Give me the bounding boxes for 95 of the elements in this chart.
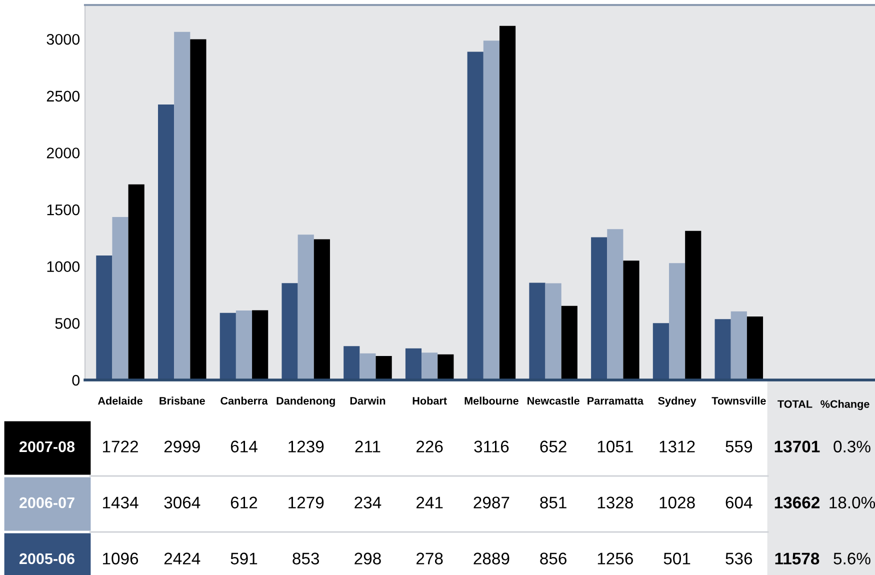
x-tick-label: Dandenong (276, 396, 335, 407)
bar (282, 283, 298, 380)
bar (438, 354, 454, 380)
y-tick-label: 500 (55, 318, 80, 329)
bar (714, 319, 731, 380)
text: %Change (820, 400, 870, 410)
bar (652, 323, 669, 380)
data-label: 1096 (102, 552, 138, 564)
data-label: 1028 (660, 496, 695, 508)
bar (529, 282, 546, 380)
bar (746, 316, 764, 380)
bar (405, 348, 422, 380)
text: TOTAL (778, 400, 812, 408)
bar (730, 311, 747, 380)
bar (467, 52, 484, 380)
y-tick-label: 0 (72, 374, 80, 386)
data-label: 559 (726, 440, 752, 452)
x-tick-label: Brisbane (160, 396, 205, 405)
data-label: 2424 (164, 552, 200, 564)
data-label: 1312 (660, 440, 695, 452)
bar (668, 263, 686, 380)
data-label: 298 (354, 552, 381, 564)
data-label: 2987 (474, 496, 510, 508)
bar (422, 352, 438, 380)
data-label: 1256 (598, 552, 633, 564)
bar (220, 312, 236, 380)
data-label: 211 (355, 440, 380, 452)
bar (561, 306, 578, 380)
bar (96, 255, 112, 380)
y-tick-label: 1000 (47, 261, 80, 272)
bar (252, 310, 268, 380)
data-label: 1239 (288, 440, 324, 452)
data-label: 3116 (474, 440, 509, 452)
y-tick-label: 3000 (46, 34, 80, 45)
data-label: 2999 (164, 440, 200, 452)
data-label: 612 (230, 496, 258, 508)
data-label: 234 (354, 496, 382, 508)
data-label: 652 (540, 440, 566, 452)
bar (112, 217, 128, 380)
data-label: 853 (292, 552, 320, 564)
bar (483, 40, 500, 380)
data-label: 501 (664, 552, 690, 564)
x-tick-label: Sydney (658, 396, 696, 407)
data-label: 1279 (288, 496, 324, 508)
y-tick-label: 2500 (46, 90, 80, 102)
data-label: 1328 (598, 496, 633, 508)
x-tick-label: Adelaide (98, 396, 142, 405)
x-tick-label: Townsville (712, 396, 766, 405)
text: 0.3% (834, 440, 870, 452)
bar (174, 32, 190, 380)
x-tick-label: Parramatta (588, 397, 644, 405)
data-label: 1722 (102, 440, 138, 452)
text: 5.6% (834, 552, 870, 564)
data-label: 226 (416, 440, 443, 452)
data-label: 614 (230, 440, 258, 452)
bar (499, 26, 516, 380)
bar (545, 283, 562, 380)
data-label: 856 (540, 552, 566, 564)
data-label: 536 (726, 552, 752, 564)
bar (190, 39, 206, 380)
bar (685, 230, 702, 380)
x-tick-label: Darwin (350, 396, 386, 405)
data-label: 278 (416, 552, 443, 564)
text: 2007-08 (20, 441, 75, 452)
bar (298, 234, 314, 380)
bar (607, 229, 624, 380)
text: 2006-07 (20, 497, 74, 508)
x-tick-label: Melbourne (464, 396, 518, 405)
bar (344, 346, 360, 380)
text: 18.0% (830, 496, 875, 508)
bar (376, 356, 392, 380)
y-tick-label: 1500 (47, 204, 80, 216)
bar (158, 104, 174, 380)
text: 13701 (774, 440, 820, 452)
data-label: 241 (416, 496, 443, 508)
bar (314, 239, 330, 380)
data-label: 2889 (474, 552, 510, 564)
x-tick-label: Canberra (220, 396, 268, 405)
data-label: 604 (726, 496, 752, 508)
x-tick-label: Hobart (412, 396, 447, 405)
bar (236, 310, 252, 380)
data-label: 1434 (102, 496, 138, 508)
data-label: 1051 (598, 440, 633, 452)
data-label: 851 (540, 496, 566, 508)
data-label: 3064 (164, 496, 200, 508)
text: 11578 (775, 552, 820, 564)
data-label: 591 (230, 552, 258, 564)
x-tick-label: Newcastle (528, 396, 580, 405)
bar (623, 260, 640, 380)
bar (591, 237, 608, 380)
bar (360, 353, 376, 380)
y-tick-label: 2000 (46, 148, 80, 158)
text: 13662 (774, 496, 820, 508)
bar (128, 184, 144, 380)
text: 2005-06 (20, 553, 74, 564)
